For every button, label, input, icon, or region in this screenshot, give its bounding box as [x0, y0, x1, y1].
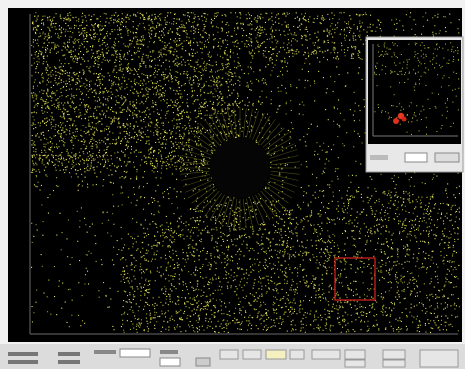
button[interactable] — [382, 359, 406, 368]
inset-points — [374, 42, 460, 135]
inset-red-point — [401, 116, 407, 122]
button[interactable] — [265, 349, 287, 360]
button[interactable] — [242, 349, 262, 360]
scanner-shadow — [210, 138, 270, 198]
input-field[interactable] — [119, 348, 151, 358]
button[interactable] — [219, 349, 239, 360]
button[interactable] — [382, 349, 406, 360]
inset-label — [370, 155, 388, 160]
field-label — [94, 350, 116, 354]
field-label — [160, 350, 178, 354]
inset-button[interactable] — [434, 152, 460, 163]
inset-red-point — [393, 118, 399, 124]
button[interactable] — [344, 359, 366, 368]
button[interactable] — [344, 349, 366, 360]
scan-rays — [180, 108, 300, 228]
selection-box[interactable] — [334, 257, 376, 301]
point-cloud — [30, 12, 460, 333]
button[interactable] — [311, 349, 341, 360]
inset-point-cloud — [374, 42, 460, 135]
status-text — [58, 360, 80, 364]
inset-window — [365, 36, 464, 173]
inset-input[interactable] — [404, 152, 428, 163]
status-text — [8, 352, 38, 356]
status-text — [8, 360, 38, 364]
button[interactable] — [195, 357, 211, 367]
toolbar — [0, 344, 465, 369]
button[interactable] — [289, 349, 305, 360]
input-field[interactable] — [159, 357, 181, 367]
status-text — [58, 352, 80, 356]
button[interactable] — [419, 349, 459, 368]
inset-plot — [368, 40, 461, 144]
